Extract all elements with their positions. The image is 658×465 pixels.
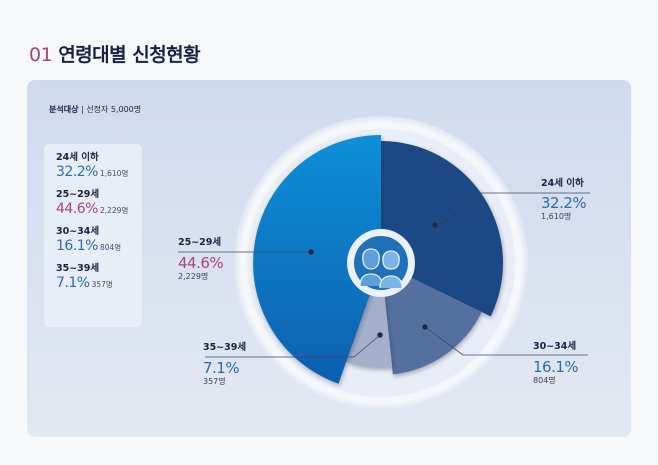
callout-count: 804명 [533, 376, 556, 385]
legend-percent: 32.2% [56, 164, 98, 180]
callout-25-29: 25~29세 44.6% 2,229명 [178, 237, 224, 282]
legend-count: 357명 [91, 280, 113, 289]
subject-value: | 선정자 5,000명 [81, 105, 142, 114]
legend-label: 24세 이하 [56, 152, 99, 163]
legend-label: 25~29세 [56, 189, 100, 200]
callout-count: 357명 [203, 377, 226, 386]
callout-35-39: 35~39세 7.1% 357명 [203, 342, 246, 387]
people-icon [359, 248, 403, 289]
legend-item: 35~39세 7.1% 357명 [56, 263, 142, 293]
legend-percent: 44.6% [56, 201, 98, 217]
callout-label: 25~29세 [178, 237, 222, 248]
slice-30-34 [381, 263, 482, 375]
callout-label: 30~34세 [533, 341, 577, 352]
callout-count: 2,229명 [178, 272, 209, 281]
leader-24-under [434, 192, 590, 226]
leader-30-34 [424, 326, 588, 356]
callout-24-under: 24세 이하 32.2% 1,610명 [541, 178, 587, 222]
legend-label: 30~34세 [56, 226, 100, 237]
section-number: 01 [29, 44, 53, 66]
callout-percent: 16.1% [533, 358, 579, 376]
slice-25-29 [253, 135, 381, 384]
legend-count: 804명 [99, 243, 122, 252]
page-title: 01 연령대별 신청현황 [29, 40, 201, 67]
legend-percent: 7.1% [56, 275, 90, 291]
subject-label: 분석대상 [49, 105, 79, 114]
legend-percent: 16.1% [56, 238, 98, 254]
legend-count: 1,610명 [99, 169, 129, 178]
legend-count: 2,229명 [99, 206, 129, 215]
callout-percent: 7.1% [203, 359, 240, 377]
callout-count: 1,610명 [541, 212, 572, 221]
legend-item: 30~34세 16.1% 804명 [56, 226, 142, 256]
callout-percent: 44.6% [178, 254, 224, 272]
callout-percent: 32.2% [541, 194, 587, 212]
legend-label: 35~39세 [56, 263, 100, 274]
callout-label: 24세 이하 [541, 178, 584, 189]
callout-label: 35~39세 [203, 342, 247, 353]
section-title: 연령대별 신청현황 [58, 44, 201, 66]
analysis-subject: 분석대상 | 선정자 5,000명 [49, 104, 141, 115]
legend: 24세 이하 32.2% 1,610명 25~29세 44.6% 2,229명 30… [44, 144, 142, 327]
callout-30-34: 30~34세 16.1% 804명 [533, 341, 579, 386]
legend-item: 25~29세 44.6% 2,229명 [56, 189, 142, 219]
leader-35-39 [205, 334, 381, 358]
legend-item: 24세 이하 32.2% 1,610명 [56, 152, 142, 182]
